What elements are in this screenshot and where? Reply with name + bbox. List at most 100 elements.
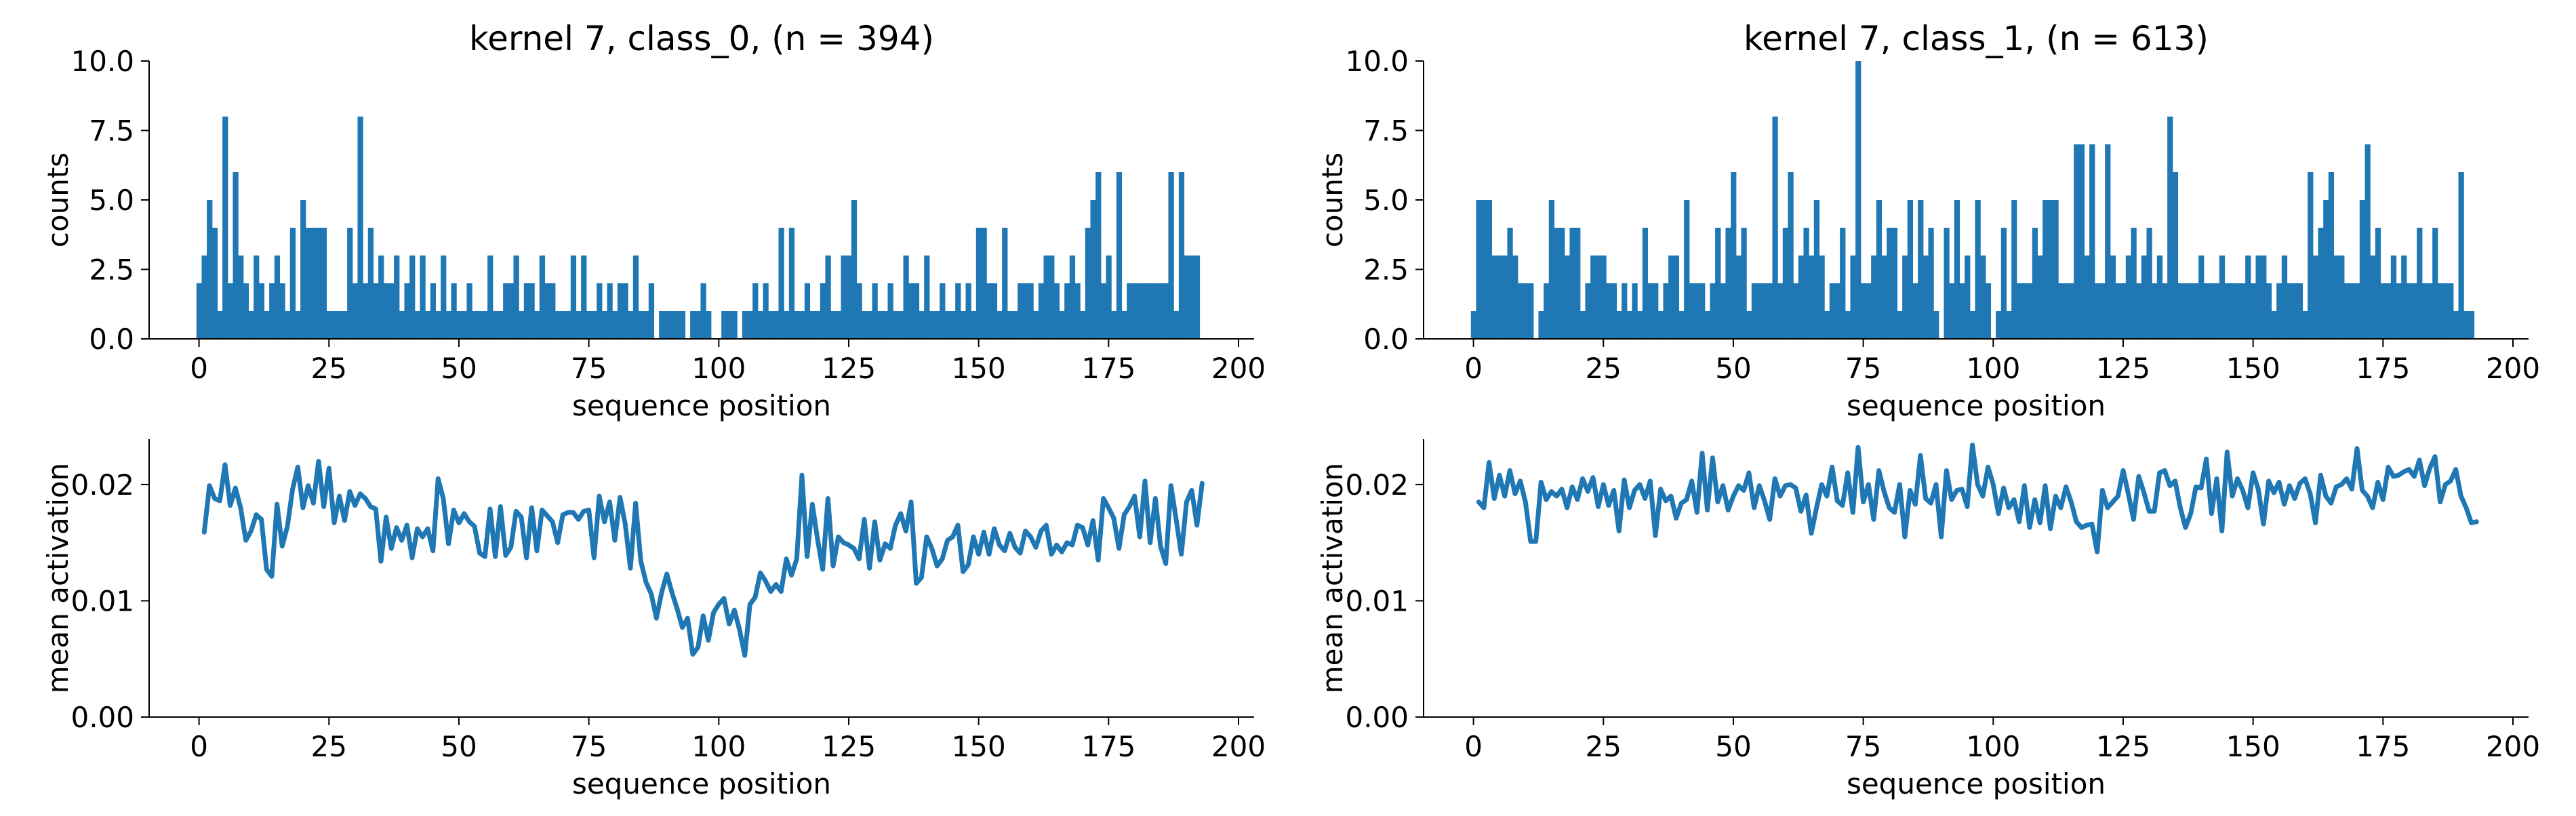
bar: [238, 256, 243, 339]
bar: [2219, 256, 2225, 339]
bar: [1481, 200, 1487, 339]
bar: [1908, 200, 1913, 339]
y-tick-label: 7.5: [1363, 115, 1409, 148]
bar: [924, 256, 929, 339]
bar: [560, 311, 565, 339]
bar: [1788, 172, 1793, 339]
bar: [789, 228, 794, 339]
bar: [300, 200, 306, 339]
bar: [201, 256, 207, 339]
bar: [1986, 283, 1991, 339]
x-tick-label: 50: [441, 352, 477, 385]
bar: [2344, 283, 2350, 339]
y-tick-label: 0.00: [71, 701, 134, 734]
bar: [940, 283, 945, 339]
bar: [310, 228, 316, 339]
bar: [1116, 172, 1122, 339]
bar: [1152, 283, 1158, 339]
y-tick-label: 5.0: [1363, 184, 1409, 217]
bar: [1049, 256, 1054, 339]
bar: [2422, 283, 2428, 339]
bar: [1173, 311, 1179, 339]
bar: [2349, 283, 2354, 339]
y-tick-label: 0.0: [1363, 323, 1409, 356]
bar: [1653, 283, 1658, 339]
x-axis-label: sequence position: [572, 389, 831, 422]
bar: [2001, 228, 2007, 339]
bar: [1476, 200, 1481, 339]
bar: [2177, 283, 2183, 339]
bar: [628, 311, 633, 339]
bar: [248, 311, 254, 339]
bar: [399, 311, 405, 339]
bar: [2339, 256, 2344, 339]
bar: [1949, 283, 1954, 339]
bar: [820, 283, 826, 339]
x-axis-label: sequence position: [1847, 767, 2106, 800]
bar: [1596, 256, 1601, 339]
bar: [1715, 228, 1720, 339]
bar: [1678, 311, 1684, 339]
bar: [1918, 200, 1923, 339]
bar: [638, 311, 643, 339]
y-axis-label: mean activation: [1316, 463, 1349, 693]
bar: [217, 311, 222, 339]
bar: [2313, 256, 2318, 339]
bar: [2209, 283, 2214, 339]
bar: [1074, 283, 1080, 339]
bar: [2042, 200, 2048, 339]
bar: [285, 311, 290, 339]
bar: [758, 311, 763, 339]
bar: [2427, 283, 2432, 339]
bar: [524, 283, 529, 339]
bar: [404, 283, 409, 339]
bar: [2027, 283, 2032, 339]
x-tick-label: 75: [1845, 352, 1881, 385]
bar: [1689, 283, 1695, 339]
bar: [2302, 311, 2308, 339]
bar: [997, 311, 1002, 339]
bar: [1699, 283, 1705, 339]
bar: [1975, 200, 1980, 339]
bar: [2386, 283, 2391, 339]
bar: [1168, 172, 1173, 339]
bar: [945, 311, 950, 339]
x-tick-label: 0: [1464, 730, 1483, 763]
bar: [2126, 256, 2131, 339]
bar: [1725, 228, 1731, 339]
bar: [466, 283, 472, 339]
bar: [2146, 228, 2152, 339]
bar: [2459, 172, 2464, 339]
bar: [451, 283, 456, 339]
bar: [2438, 283, 2443, 339]
bar: [2089, 144, 2095, 339]
bar: [472, 311, 477, 339]
bar: [331, 311, 337, 339]
bar: [321, 228, 327, 339]
bar: [498, 311, 503, 339]
bar: [555, 311, 561, 339]
y-axis-label: mean activation: [41, 463, 75, 693]
bar: [2432, 228, 2438, 339]
bar: [919, 311, 924, 339]
bar: [841, 256, 846, 339]
bar: [529, 283, 534, 339]
y-tick-label: 10.0: [71, 45, 134, 78]
bar: [851, 200, 857, 339]
bar: [2407, 283, 2412, 339]
bar: [1777, 283, 1783, 339]
bar: [275, 256, 280, 339]
bar: [914, 283, 919, 339]
bar: [669, 311, 675, 339]
x-tick-label: 25: [1586, 352, 1622, 385]
x-axis-label: sequence position: [572, 767, 831, 800]
bar: [513, 256, 519, 339]
bar: [805, 283, 810, 339]
bar: [950, 311, 955, 339]
bar: [971, 311, 976, 339]
bar: [1559, 228, 1565, 339]
bar: [2318, 228, 2323, 339]
bar: [586, 311, 592, 339]
